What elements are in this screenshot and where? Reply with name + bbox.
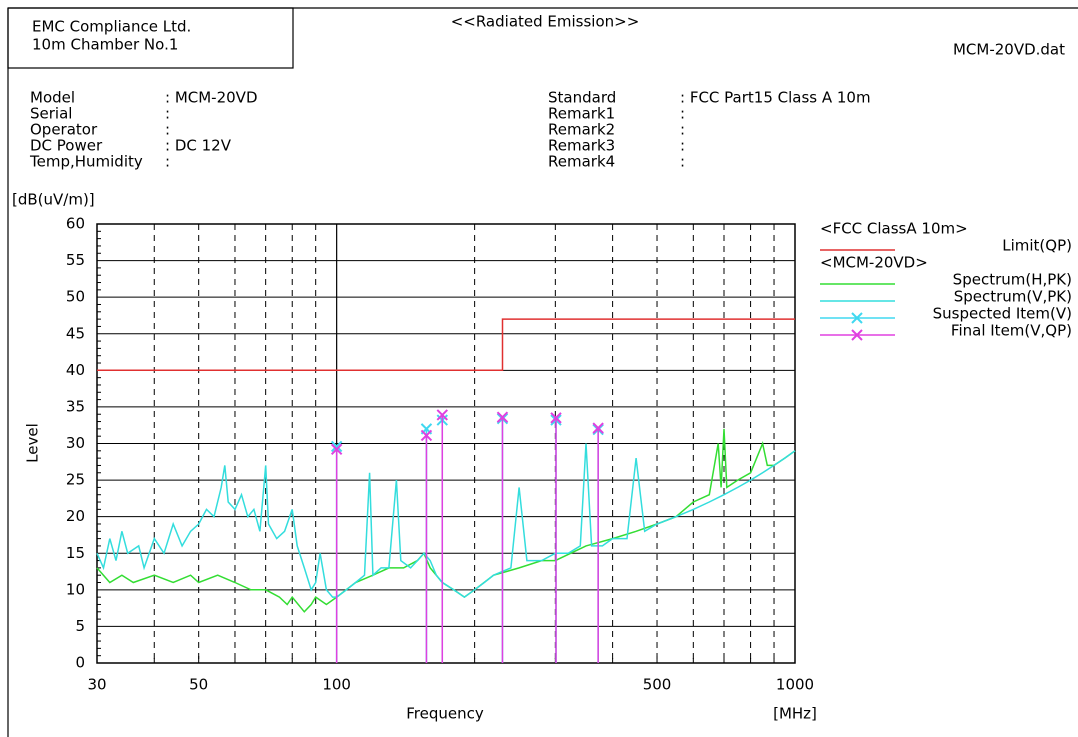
legend-label: Final Item(V,QP) (951, 322, 1072, 340)
field-value: : (680, 153, 685, 171)
x-tick-label: 30 (87, 676, 106, 694)
item-marker (851, 312, 863, 324)
y-tick-label: 25 (66, 471, 85, 489)
chamber: 10m Chamber No.1 (32, 36, 178, 54)
item-marker (330, 443, 343, 456)
item-marker (420, 429, 433, 442)
y-tick-label: 35 (66, 397, 85, 415)
field-value: : (165, 121, 170, 139)
x-unit: [MHz] (773, 705, 817, 723)
field-value: : (680, 121, 685, 139)
y-tick-label: 30 (66, 434, 85, 452)
y-unit: [dB(uV/m)] (12, 191, 95, 209)
series-line (97, 318, 795, 372)
y-tick-label: 15 (66, 544, 85, 562)
legend-label: Limit(QP) (1002, 237, 1072, 255)
legend-label: Suspected Item(V) (933, 305, 1072, 323)
y-tick-label: 20 (66, 507, 85, 525)
y-tick-label: 55 (66, 251, 85, 269)
field-label: DC Power (30, 137, 103, 155)
field-value: : FCC Part15 Class A 10m (680, 89, 871, 107)
field-label: Serial (30, 105, 72, 123)
y-tick-label: 10 (66, 580, 85, 598)
plot-frame (96, 223, 796, 664)
x-tick-label: 500 (643, 676, 672, 694)
y-tick-label: 0 (75, 654, 85, 672)
field-value: : (680, 137, 685, 155)
report-title: <<Radiated Emission>> (451, 13, 640, 31)
y-tick-label: 45 (66, 324, 85, 342)
field-label: Remark1 (548, 105, 615, 123)
file-name: MCM-20VD.dat (953, 41, 1065, 59)
company: EMC Compliance Ltd. (32, 18, 191, 36)
x-tick-label: 1000 (776, 676, 814, 694)
item-marker (851, 329, 863, 341)
series-line (96, 428, 796, 613)
x-tick-label: 100 (322, 676, 351, 694)
field-label: Remark4 (548, 153, 615, 171)
item-marker (550, 412, 562, 424)
field-label: Remark2 (548, 121, 615, 139)
field-label: Temp,Humidity (29, 153, 143, 171)
field-value: : DC 12V (165, 137, 232, 155)
field-label: Operator (30, 121, 98, 139)
y-tick-label: 5 (75, 617, 85, 635)
item-marker (330, 440, 343, 453)
header-box (7, 7, 294, 69)
item-marker (436, 409, 448, 421)
y-label: Level (24, 423, 42, 463)
y-tick-label: 60 (66, 215, 85, 233)
legend-header: <MCM-20VD> (820, 254, 928, 272)
field-label: Remark3 (548, 137, 615, 155)
y-tick-label: 50 (66, 288, 85, 306)
legend-label: Spectrum(V,PK) (954, 288, 1072, 306)
field-value: : MCM-20VD (165, 89, 258, 107)
field-value: : (165, 153, 170, 171)
field-value: : (165, 105, 170, 123)
x-tick-label: 50 (189, 676, 208, 694)
legend-label: Spectrum(H,PK) (953, 271, 1072, 289)
field-label: Standard (548, 89, 616, 107)
field-label: Model (30, 89, 75, 107)
series-line (96, 443, 796, 599)
legend-header: <FCC ClassA 10m> (820, 220, 968, 238)
field-value: : (680, 105, 685, 123)
item-marker (496, 411, 509, 423)
y-tick-label: 40 (66, 361, 85, 379)
item-marker (592, 422, 604, 434)
x-label: Frequency (406, 705, 484, 723)
